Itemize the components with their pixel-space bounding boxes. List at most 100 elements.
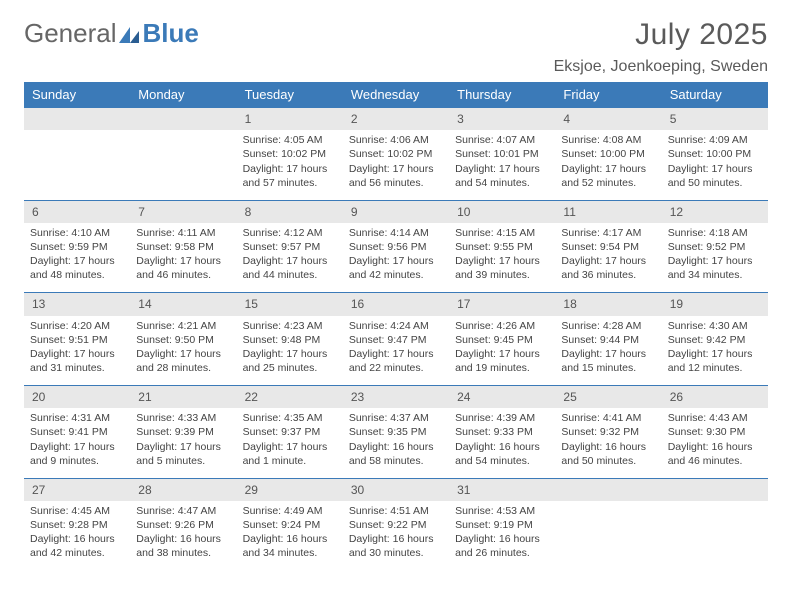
day-cell: Sunrise: 4:53 AMSunset: 9:19 PMDaylight:… xyxy=(449,501,555,571)
sunrise-text: Sunrise: 4:35 AM xyxy=(243,411,337,425)
day-cell: Sunrise: 4:49 AMSunset: 9:24 PMDaylight:… xyxy=(237,501,343,571)
sunrise-text: Sunrise: 4:30 AM xyxy=(668,319,762,333)
sunset-text: Sunset: 9:58 PM xyxy=(136,240,230,254)
sunrise-text: Sunrise: 4:26 AM xyxy=(455,319,549,333)
daylight-text: Daylight: 17 hours and 39 minutes. xyxy=(455,254,549,282)
month-title: July 2025 xyxy=(554,18,768,52)
logo-word-2: Blue xyxy=(143,18,199,49)
day-number-cell: 4 xyxy=(555,108,661,131)
day-number-cell: 22 xyxy=(237,386,343,409)
content-row: Sunrise: 4:10 AMSunset: 9:59 PMDaylight:… xyxy=(24,223,768,293)
sunset-text: Sunset: 9:41 PM xyxy=(30,425,124,439)
weekday-header: Saturday xyxy=(662,82,768,108)
day-cell: Sunrise: 4:41 AMSunset: 9:32 PMDaylight:… xyxy=(555,408,661,478)
sunrise-text: Sunrise: 4:07 AM xyxy=(455,133,549,147)
daylight-text: Daylight: 17 hours and 5 minutes. xyxy=(136,440,230,468)
daylight-text: Daylight: 17 hours and 42 minutes. xyxy=(349,254,443,282)
sunset-text: Sunset: 9:42 PM xyxy=(668,333,762,347)
day-number-cell: 17 xyxy=(449,293,555,316)
sunrise-text: Sunrise: 4:28 AM xyxy=(561,319,655,333)
sunset-text: Sunset: 9:55 PM xyxy=(455,240,549,254)
day-number-cell: 24 xyxy=(449,386,555,409)
day-number-cell: 14 xyxy=(130,293,236,316)
sunrise-text: Sunrise: 4:21 AM xyxy=(136,319,230,333)
day-number-cell: 6 xyxy=(24,200,130,223)
daynum-row: 6789101112 xyxy=(24,200,768,223)
day-number-cell xyxy=(555,478,661,501)
day-cell: Sunrise: 4:11 AMSunset: 9:58 PMDaylight:… xyxy=(130,223,236,293)
sunrise-text: Sunrise: 4:20 AM xyxy=(30,319,124,333)
daylight-text: Daylight: 16 hours and 38 minutes. xyxy=(136,532,230,560)
sunrise-text: Sunrise: 4:51 AM xyxy=(349,504,443,518)
daylight-text: Daylight: 17 hours and 52 minutes. xyxy=(561,162,655,190)
day-cell: Sunrise: 4:12 AMSunset: 9:57 PMDaylight:… xyxy=(237,223,343,293)
sunset-text: Sunset: 9:22 PM xyxy=(349,518,443,532)
daylight-text: Daylight: 16 hours and 54 minutes. xyxy=(455,440,549,468)
daylight-text: Daylight: 17 hours and 50 minutes. xyxy=(668,162,762,190)
sunrise-text: Sunrise: 4:33 AM xyxy=(136,411,230,425)
sunrise-text: Sunrise: 4:15 AM xyxy=(455,226,549,240)
daylight-text: Daylight: 17 hours and 12 minutes. xyxy=(668,347,762,375)
day-number-cell: 1 xyxy=(237,108,343,131)
day-number-cell: 7 xyxy=(130,200,236,223)
sunset-text: Sunset: 9:51 PM xyxy=(30,333,124,347)
daylight-text: Daylight: 17 hours and 57 minutes. xyxy=(243,162,337,190)
daylight-text: Daylight: 17 hours and 15 minutes. xyxy=(561,347,655,375)
day-cell: Sunrise: 4:28 AMSunset: 9:44 PMDaylight:… xyxy=(555,316,661,386)
sunset-text: Sunset: 9:52 PM xyxy=(668,240,762,254)
sunrise-text: Sunrise: 4:05 AM xyxy=(243,133,337,147)
day-cell: Sunrise: 4:35 AMSunset: 9:37 PMDaylight:… xyxy=(237,408,343,478)
sunrise-text: Sunrise: 4:45 AM xyxy=(30,504,124,518)
sunrise-text: Sunrise: 4:41 AM xyxy=(561,411,655,425)
day-cell xyxy=(130,130,236,200)
day-number-cell: 13 xyxy=(24,293,130,316)
weekday-header-row: Sunday Monday Tuesday Wednesday Thursday… xyxy=(24,82,768,108)
day-cell: Sunrise: 4:24 AMSunset: 9:47 PMDaylight:… xyxy=(343,316,449,386)
daynum-row: 2728293031 xyxy=(24,478,768,501)
sunset-text: Sunset: 9:37 PM xyxy=(243,425,337,439)
day-cell: Sunrise: 4:39 AMSunset: 9:33 PMDaylight:… xyxy=(449,408,555,478)
sunset-text: Sunset: 9:19 PM xyxy=(455,518,549,532)
sunset-text: Sunset: 9:28 PM xyxy=(30,518,124,532)
day-number-cell: 27 xyxy=(24,478,130,501)
daylight-text: Daylight: 16 hours and 26 minutes. xyxy=(455,532,549,560)
daylight-text: Daylight: 17 hours and 28 minutes. xyxy=(136,347,230,375)
day-cell: Sunrise: 4:51 AMSunset: 9:22 PMDaylight:… xyxy=(343,501,449,571)
day-cell: Sunrise: 4:21 AMSunset: 9:50 PMDaylight:… xyxy=(130,316,236,386)
day-cell xyxy=(24,130,130,200)
sunset-text: Sunset: 10:00 PM xyxy=(561,147,655,161)
weekday-header: Sunday xyxy=(24,82,130,108)
location: Eksjoe, Joenkoeping, Sweden xyxy=(554,58,768,76)
day-cell: Sunrise: 4:05 AMSunset: 10:02 PMDaylight… xyxy=(237,130,343,200)
sunrise-text: Sunrise: 4:17 AM xyxy=(561,226,655,240)
day-cell: Sunrise: 4:06 AMSunset: 10:02 PMDaylight… xyxy=(343,130,449,200)
sunset-text: Sunset: 9:33 PM xyxy=(455,425,549,439)
day-number-cell: 31 xyxy=(449,478,555,501)
sunset-text: Sunset: 9:56 PM xyxy=(349,240,443,254)
day-cell: Sunrise: 4:10 AMSunset: 9:59 PMDaylight:… xyxy=(24,223,130,293)
sunset-text: Sunset: 9:26 PM xyxy=(136,518,230,532)
content-row: Sunrise: 4:05 AMSunset: 10:02 PMDaylight… xyxy=(24,130,768,200)
logo: General Blue xyxy=(24,18,199,49)
day-cell: Sunrise: 4:09 AMSunset: 10:00 PMDaylight… xyxy=(662,130,768,200)
sunset-text: Sunset: 9:35 PM xyxy=(349,425,443,439)
day-cell: Sunrise: 4:23 AMSunset: 9:48 PMDaylight:… xyxy=(237,316,343,386)
day-number-cell: 3 xyxy=(449,108,555,131)
content-row: Sunrise: 4:20 AMSunset: 9:51 PMDaylight:… xyxy=(24,316,768,386)
day-number-cell: 25 xyxy=(555,386,661,409)
daylight-text: Daylight: 16 hours and 58 minutes. xyxy=(349,440,443,468)
sunrise-text: Sunrise: 4:37 AM xyxy=(349,411,443,425)
day-cell: Sunrise: 4:08 AMSunset: 10:00 PMDaylight… xyxy=(555,130,661,200)
day-number-cell: 21 xyxy=(130,386,236,409)
day-cell: Sunrise: 4:31 AMSunset: 9:41 PMDaylight:… xyxy=(24,408,130,478)
day-number-cell: 2 xyxy=(343,108,449,131)
day-number-cell: 19 xyxy=(662,293,768,316)
day-cell: Sunrise: 4:43 AMSunset: 9:30 PMDaylight:… xyxy=(662,408,768,478)
sunrise-text: Sunrise: 4:12 AM xyxy=(243,226,337,240)
day-number-cell: 12 xyxy=(662,200,768,223)
weekday-header: Monday xyxy=(130,82,236,108)
day-number-cell: 5 xyxy=(662,108,768,131)
day-number-cell: 23 xyxy=(343,386,449,409)
daylight-text: Daylight: 17 hours and 19 minutes. xyxy=(455,347,549,375)
daylight-text: Daylight: 17 hours and 31 minutes. xyxy=(30,347,124,375)
